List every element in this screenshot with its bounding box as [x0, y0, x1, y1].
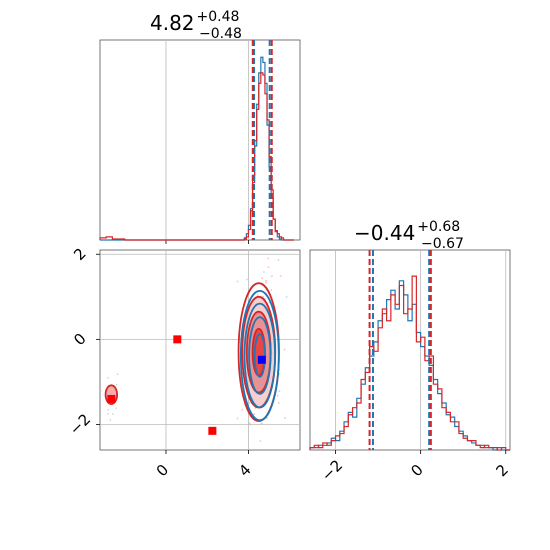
histogram-red [309, 275, 510, 451]
sample-point [107, 408, 110, 411]
sample-point [99, 390, 102, 393]
sample-point [279, 274, 282, 277]
sample-point [277, 402, 280, 404]
title-p1-minus: −0.48 [199, 26, 242, 42]
sample-point [276, 394, 279, 397]
sample-point [253, 413, 256, 416]
sample-point [267, 257, 270, 260]
title-p1-plus: +0.48 [197, 9, 240, 25]
title-p1: 4.82 +0.48 −0.48 [150, 9, 242, 42]
sample-point [256, 294, 259, 297]
sample-point [248, 422, 251, 425]
sample-point [270, 275, 273, 278]
x-tick-label: 0 [153, 461, 172, 480]
marker-marker_red [208, 426, 217, 435]
sample-point [246, 278, 248, 281]
title-p2-plus: +0.68 [417, 219, 460, 235]
marker-marker_red [107, 394, 116, 403]
contour-blue [248, 316, 272, 395]
panel-frame [309, 249, 511, 451]
x-tick-label: 4 [235, 461, 254, 480]
y-tick-label: −2 [66, 410, 94, 438]
sample-point [236, 417, 239, 420]
sample-point [270, 288, 273, 291]
contour-blue [239, 289, 280, 422]
sample-point [241, 408, 244, 411]
contour-blue [253, 333, 266, 378]
sample-point [236, 280, 239, 283]
x-tick-label: 2 [492, 461, 511, 480]
sample-point [284, 417, 286, 419]
sample-point [285, 296, 288, 298]
y-tick-label: 0 [70, 330, 89, 349]
x-tick-label: −2 [318, 456, 346, 484]
sample-point [266, 417, 269, 420]
sample-point [277, 259, 280, 261]
y-tick-label: 2 [70, 245, 89, 264]
sample-point [106, 377, 109, 379]
histogram-red [99, 72, 294, 241]
sample-point [111, 413, 114, 415]
title-p1-median: 4.82 [150, 11, 195, 35]
title-p2-median: −0.44 [354, 221, 415, 245]
sample-point [261, 277, 263, 280]
sample-point [265, 281, 267, 284]
sample-point [109, 419, 112, 421]
sample-point [249, 423, 251, 426]
title-p2: −0.44 +0.68 −0.67 [354, 219, 464, 252]
contour-blue [243, 302, 276, 409]
sample-point [115, 407, 117, 410]
sample-point [283, 348, 286, 351]
sample-point [267, 266, 270, 269]
sample-point [260, 423, 263, 425]
x-tick-label: 0 [407, 461, 426, 480]
panel-frame [99, 39, 301, 241]
histogram-panel-p1 [99, 39, 301, 244]
sample-point [263, 271, 265, 273]
sample-point [116, 373, 119, 376]
sample-point [278, 390, 281, 393]
sample-point [248, 402, 251, 404]
sample-point [107, 412, 109, 415]
title-p2-minus: −0.67 [421, 236, 464, 252]
sample-point [259, 440, 262, 443]
scatter-panel-p1-p2: 0 4 −2 0 2 [66, 245, 301, 480]
histogram-panel-p2: −2 0 2 [309, 249, 512, 485]
sample-point [265, 279, 267, 282]
sample-point [115, 383, 118, 386]
marker-marker_blue [257, 355, 266, 364]
marker-marker_red [173, 335, 182, 344]
